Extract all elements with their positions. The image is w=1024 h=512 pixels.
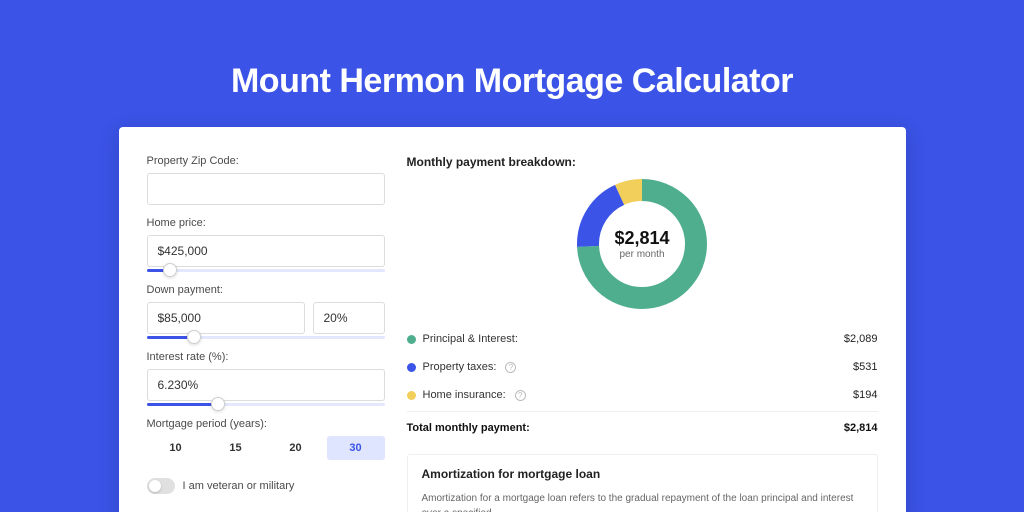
- legend-value: $2,089: [844, 333, 878, 345]
- legend-label: Home insurance:: [423, 389, 506, 401]
- down-payment-pct-input[interactable]: [313, 302, 385, 334]
- mortgage-period-option[interactable]: 30: [327, 436, 385, 460]
- veteran-row: I am veteran or military: [147, 478, 385, 494]
- total-label: Total monthly payment:: [407, 422, 530, 434]
- legend-dot: [407, 391, 416, 400]
- zip-field: Property Zip Code:: [147, 155, 385, 205]
- legend-dot: [407, 335, 416, 344]
- calculator-card: Property Zip Code: Home price: Down paym…: [119, 127, 906, 512]
- info-icon[interactable]: ?: [515, 390, 526, 401]
- donut-chart: $2,814 per month: [577, 179, 707, 309]
- mortgage-period-option[interactable]: 20: [267, 436, 325, 460]
- legend-row: Home insurance:? $194: [407, 381, 878, 409]
- legend-row: Property taxes:? $531: [407, 353, 878, 381]
- breakdown-column: Monthly payment breakdown: $2,814 per mo…: [407, 155, 878, 512]
- mortgage-period-option[interactable]: 10: [147, 436, 205, 460]
- donut-wrap: $2,814 per month: [407, 179, 878, 309]
- down-payment-label: Down payment:: [147, 284, 385, 296]
- legend-value: $531: [853, 361, 877, 373]
- legend: Principal & Interest: $2,089 Property taxe…: [407, 325, 878, 409]
- veteran-toggle-knob: [149, 480, 161, 492]
- interest-rate-label: Interest rate (%):: [147, 351, 385, 363]
- home-price-input[interactable]: [147, 235, 385, 267]
- veteran-label: I am veteran or military: [183, 480, 295, 492]
- mortgage-period-option[interactable]: 15: [207, 436, 265, 460]
- home-price-slider[interactable]: [147, 269, 385, 272]
- amortization-box: Amortization for mortgage loan Amortizat…: [407, 454, 878, 512]
- legend-value: $194: [853, 389, 877, 401]
- total-value: $2,814: [844, 422, 878, 434]
- amortization-text: Amortization for a mortgage loan refers …: [422, 491, 863, 512]
- inputs-column: Property Zip Code: Home price: Down paym…: [147, 155, 385, 512]
- donut-center: $2,814 per month: [577, 179, 707, 309]
- legend-dot: [407, 363, 416, 372]
- amortization-title: Amortization for mortgage loan: [422, 467, 863, 481]
- mortgage-period-field: Mortgage period (years): 10152030: [147, 418, 385, 460]
- home-price-label: Home price:: [147, 217, 385, 229]
- interest-rate-slider-thumb[interactable]: [211, 397, 225, 411]
- down-payment-field: Down payment:: [147, 284, 385, 339]
- interest-rate-slider[interactable]: [147, 403, 385, 406]
- legend-row: Principal & Interest: $2,089: [407, 325, 878, 353]
- mortgage-period-options: 10152030: [147, 436, 385, 460]
- info-icon[interactable]: ?: [505, 362, 516, 373]
- down-payment-slider[interactable]: [147, 336, 385, 339]
- total-row: Total monthly payment: $2,814: [407, 411, 878, 434]
- donut-amount: $2,814: [614, 228, 669, 249]
- donut-sub: per month: [619, 249, 664, 260]
- interest-rate-slider-fill: [147, 403, 218, 406]
- veteran-toggle[interactable]: [147, 478, 175, 494]
- legend-label: Property taxes:: [423, 361, 497, 373]
- home-price-field: Home price:: [147, 217, 385, 272]
- legend-label: Principal & Interest:: [423, 333, 518, 345]
- interest-rate-input[interactable]: [147, 369, 385, 401]
- home-price-slider-thumb[interactable]: [163, 263, 177, 277]
- down-payment-input[interactable]: [147, 302, 305, 334]
- breakdown-title: Monthly payment breakdown:: [407, 155, 878, 169]
- interest-rate-field: Interest rate (%):: [147, 351, 385, 406]
- zip-input[interactable]: [147, 173, 385, 205]
- page-title: Mount Hermon Mortgage Calculator: [0, 0, 1024, 127]
- mortgage-period-label: Mortgage period (years):: [147, 418, 385, 430]
- zip-label: Property Zip Code:: [147, 155, 385, 167]
- down-payment-slider-thumb[interactable]: [187, 330, 201, 344]
